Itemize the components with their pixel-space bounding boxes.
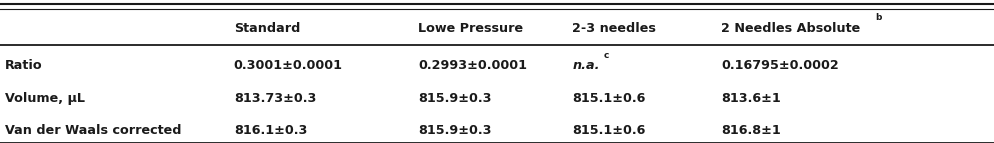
Text: n.a.: n.a. [572, 59, 599, 72]
Text: Standard: Standard [234, 22, 300, 35]
Text: Van der Waals corrected: Van der Waals corrected [5, 124, 181, 137]
Text: b: b [875, 13, 881, 22]
Text: 815.9±0.3: 815.9±0.3 [417, 124, 491, 137]
Text: c: c [603, 51, 608, 59]
Text: Volume, μL: Volume, μL [5, 92, 84, 105]
Text: 815.1±0.6: 815.1±0.6 [572, 124, 645, 137]
Text: 815.9±0.3: 815.9±0.3 [417, 92, 491, 105]
Text: 815.1±0.6: 815.1±0.6 [572, 92, 645, 105]
Text: 0.16795±0.0002: 0.16795±0.0002 [721, 59, 838, 72]
Text: 813.73±0.3: 813.73±0.3 [234, 92, 316, 105]
Text: 2-3 needles: 2-3 needles [572, 22, 655, 35]
Text: Lowe Pressure: Lowe Pressure [417, 22, 523, 35]
Text: 0.3001±0.0001: 0.3001±0.0001 [234, 59, 343, 72]
Text: 0.2993±0.0001: 0.2993±0.0001 [417, 59, 527, 72]
Text: 816.8±1: 816.8±1 [721, 124, 780, 137]
Text: 2 Needles Absolute: 2 Needles Absolute [721, 22, 860, 35]
Text: 816.1±0.3: 816.1±0.3 [234, 124, 307, 137]
Text: Ratio: Ratio [5, 59, 43, 72]
Text: 813.6±1: 813.6±1 [721, 92, 780, 105]
